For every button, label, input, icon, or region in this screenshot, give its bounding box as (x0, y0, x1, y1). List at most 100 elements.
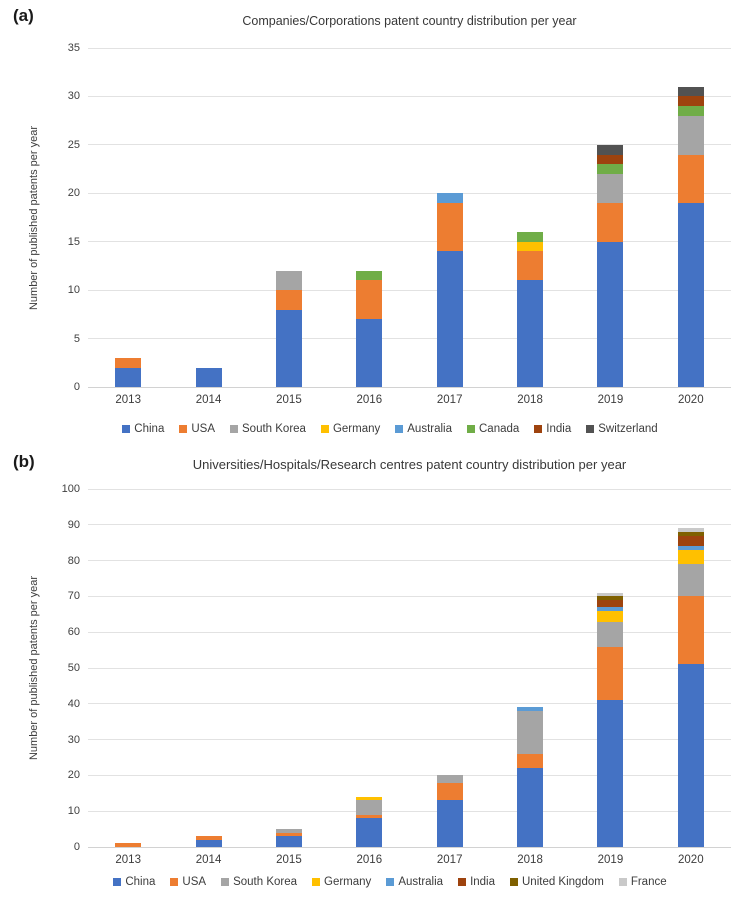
legend-label-switzerland: Switzerland (598, 423, 658, 435)
stacked-bar-2020 (677, 86, 704, 387)
bar-segment-usa-2015 (275, 290, 302, 310)
legend-swatch-usa (179, 425, 188, 433)
bar-segment-usa-2020 (677, 596, 704, 665)
gridline-30 (88, 739, 731, 741)
legend-item-india: India (458, 876, 495, 888)
chart-a-title: Companies/Corporations patent country di… (242, 14, 577, 28)
legend-swatch-south-korea (230, 425, 239, 433)
legend-label-india: India (470, 876, 495, 888)
panel-label-b: (b) (13, 452, 35, 471)
legend-label-china: China (134, 423, 165, 435)
y-tick-label-10: 10 (67, 284, 80, 297)
bar-segment-china-2015 (275, 836, 302, 847)
bar-segment-south-korea-2019 (597, 173, 624, 203)
x-tick-label-2017: 2017 (436, 854, 463, 866)
gridline-60 (88, 631, 731, 633)
legend-item-united-kingdom: United Kingdom (510, 876, 604, 888)
bar-segment-germany-2016 (356, 796, 383, 801)
legend-item-germany: Germany (320, 423, 381, 435)
bar-segment-usa-2016 (356, 280, 383, 320)
y-tick-label-25: 25 (67, 138, 80, 151)
gridline-20 (88, 774, 731, 776)
x-tick-label-2019: 2019 (597, 394, 624, 406)
bar-segment-usa-2019 (597, 202, 624, 242)
y-tick-label-30: 30 (67, 733, 80, 746)
bar-segment-canada-2018 (517, 232, 544, 242)
legend-label-usa: USA (191, 423, 216, 435)
legend-swatch-united-kingdom (510, 878, 518, 886)
panel-label-a: (a) (13, 6, 34, 25)
legend-item-south-korea: South Korea (221, 876, 297, 888)
chart-a-plot-area: 0 5 10 15 20 25 30 35 2013 2014 2015 2016 2017 2018 20… (68, 42, 731, 406)
bar-segment-switzerland-2019 (597, 144, 624, 155)
chart-a-y-axis-title: Number of published patents per year (28, 125, 40, 311)
bar-segment-india-2020 (677, 535, 704, 547)
legend-swatch-usa (170, 878, 179, 886)
gridline-35 (88, 47, 731, 49)
chart-universities-hospitals-research: (b) Universities/Hospitals/Research cent… (0, 448, 737, 900)
y-tick-label-5: 5 (73, 332, 80, 345)
stacked-bar-2014 (195, 836, 222, 847)
bar-segment-germany-2020 (677, 549, 704, 565)
bar-segment-usa-2016 (356, 814, 383, 819)
gridline-5 (88, 338, 731, 340)
legend-swatch-australia (386, 878, 395, 886)
gridline-15 (88, 241, 731, 243)
y-tick-label-15: 15 (67, 235, 80, 248)
bar-segment-china-2018 (517, 768, 544, 847)
bar-segment-france-2020 (677, 528, 704, 532)
legend-swatch-china (113, 878, 122, 886)
bar-segment-south-korea-2019 (597, 621, 624, 647)
legend-swatch-france (618, 878, 627, 886)
stacked-bar-2013 (115, 843, 142, 847)
y-tick-label-20: 20 (67, 769, 80, 782)
gridline-0 (88, 386, 731, 388)
y-tick-label-30: 30 (67, 90, 80, 103)
bar-segment-china-2017 (436, 800, 463, 847)
legend-item-china: China (122, 423, 164, 435)
bar-segment-australia-2020 (677, 546, 704, 550)
bar-segment-united-kingdom-2020 (677, 531, 704, 536)
bar-segment-south-korea-2018 (517, 710, 544, 754)
x-tick-label-2015: 2015 (276, 394, 302, 406)
y-tick-label-20: 20 (67, 187, 80, 200)
bar-segment-china-2019 (597, 700, 624, 847)
bar-segment-china-2016 (356, 319, 383, 387)
bar-segment-china-2015 (275, 309, 302, 387)
legend-item-india: India (534, 423, 571, 435)
x-tick-label-2016: 2016 (356, 394, 383, 406)
legend-item-usa: USA (179, 423, 215, 435)
legend-label-germany: Germany (332, 423, 381, 435)
gridline-10 (88, 289, 731, 291)
y-tick-label-70: 70 (67, 590, 80, 603)
bar-segment-germany-2019 (597, 610, 624, 622)
bar-segment-india-2020 (677, 96, 704, 107)
legend-label-china: China (125, 876, 156, 888)
y-tick-label-60: 60 (67, 626, 80, 639)
gridline-25 (88, 144, 731, 146)
x-tick-label-2018: 2018 (517, 394, 543, 406)
legend-item-australia: Australia (386, 876, 443, 888)
gridline-30 (88, 95, 731, 97)
legend-label-australia: Australia (398, 876, 444, 888)
legend-label-india: India (546, 423, 572, 435)
gridline-100 (88, 488, 731, 490)
bar-segment-south-korea-2017 (436, 775, 463, 783)
bar-segment-china-2013 (115, 367, 142, 387)
bar-segment-south-korea-2020 (677, 115, 704, 155)
chart-b-y-axis-title: Number of published patents per year (28, 575, 40, 761)
y-tick-label-90: 90 (67, 518, 80, 531)
legend-label-south-korea: South Korea (233, 876, 298, 888)
bar-segment-china-2020 (677, 202, 704, 387)
bar-segment-usa-2014 (195, 836, 222, 840)
gridline-20 (88, 192, 731, 194)
legend-swatch-germany (312, 878, 321, 886)
x-tick-label-2015: 2015 (276, 854, 302, 866)
legend-swatch-india (534, 425, 543, 433)
legend-item-switzerland: Switzerland (586, 423, 658, 435)
stacked-bar-2016 (356, 270, 383, 387)
stacked-bar-2018 (517, 232, 544, 387)
bar-segment-usa-2020 (677, 154, 704, 203)
x-tick-label-2013: 2013 (115, 854, 141, 866)
x-tick-label-2013: 2013 (115, 394, 141, 406)
